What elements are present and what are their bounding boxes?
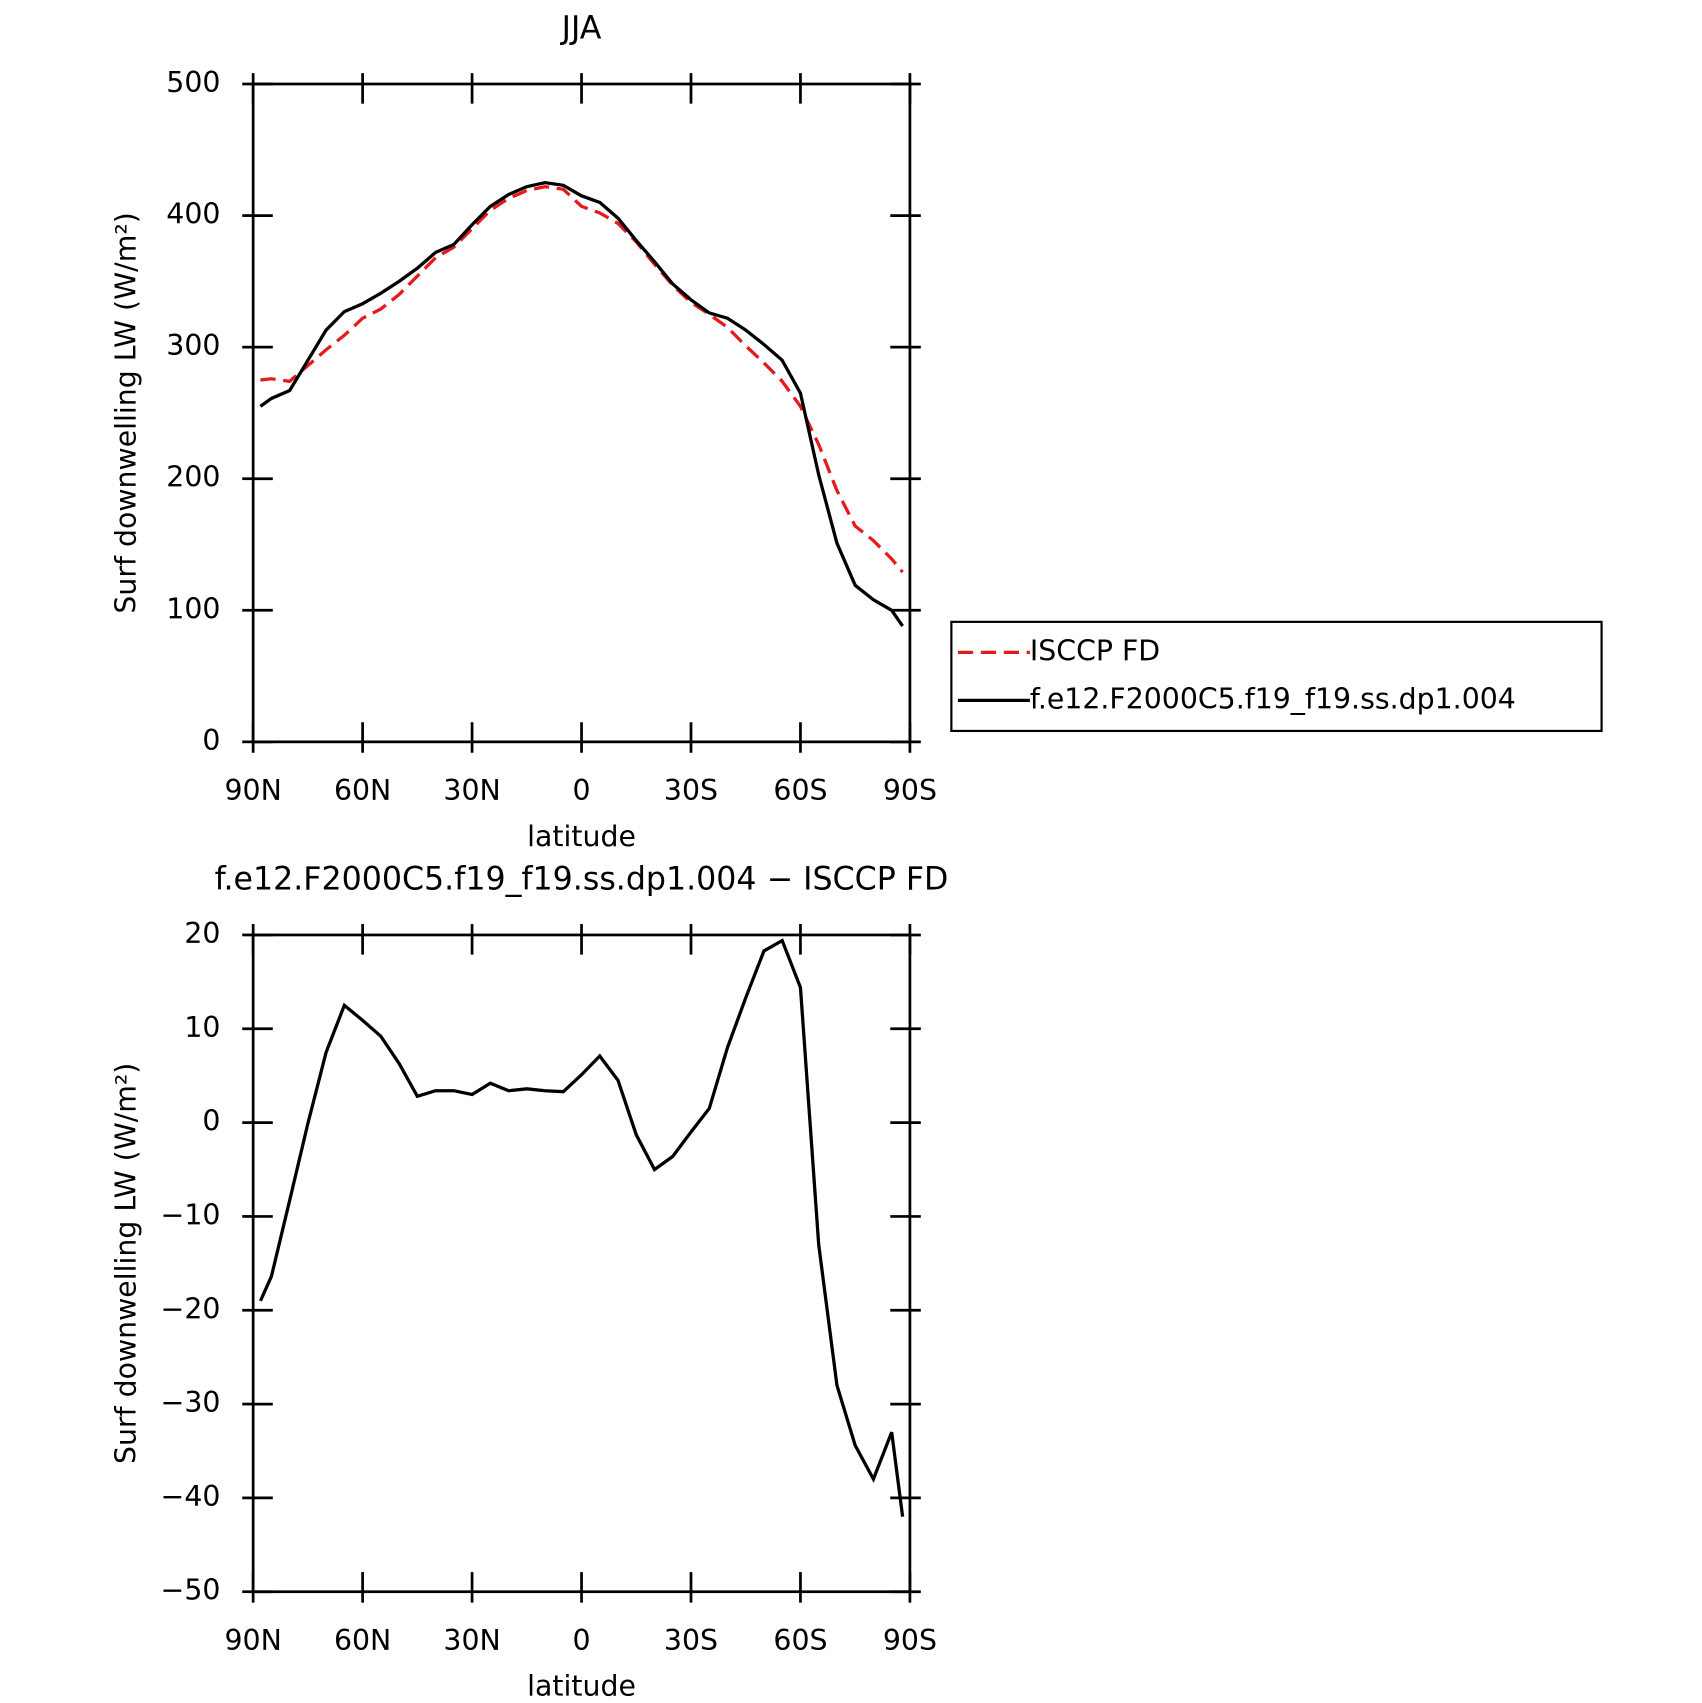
y-tick-label: −30 bbox=[161, 1386, 221, 1419]
x-tick-label: 60S bbox=[773, 774, 827, 807]
x-tick-label: 0 bbox=[573, 774, 591, 807]
legend-box bbox=[950, 620, 1603, 733]
y-tick-label: 10 bbox=[184, 1011, 220, 1044]
x-tick-label: 90N bbox=[224, 774, 281, 807]
y-tick-label: −50 bbox=[161, 1574, 221, 1607]
x-tick-label: 30S bbox=[664, 1624, 718, 1657]
data-line bbox=[258, 938, 905, 1517]
x-tick-label: 60S bbox=[773, 1624, 827, 1657]
x-axis-label: latitude bbox=[527, 820, 636, 853]
y-tick-label: 20 bbox=[184, 917, 220, 950]
x-tick-label: 90S bbox=[883, 774, 937, 807]
plot-frame bbox=[251, 933, 912, 1594]
x-tick-label: 30N bbox=[443, 774, 500, 807]
y-tick-label: 300 bbox=[166, 329, 220, 362]
legend-label: f.e12.F2000C5.f19_f19.ss.dp1.004 bbox=[1030, 682, 1516, 715]
y-tick-label: 200 bbox=[166, 461, 220, 494]
x-tick-label: 90N bbox=[224, 1624, 281, 1657]
y-tick-label: 500 bbox=[166, 66, 220, 99]
y-tick-label: −20 bbox=[161, 1292, 221, 1325]
y-tick-label: −10 bbox=[161, 1198, 221, 1231]
x-axis-label: latitude bbox=[527, 1670, 636, 1703]
y-tick-label: 0 bbox=[202, 1105, 220, 1138]
x-tick-label: 30N bbox=[443, 1624, 500, 1657]
chart-title: f.e12.F2000C5.f19_f19.ss.dp1.004 − ISCCP… bbox=[215, 861, 949, 897]
y-tick-label: 0 bbox=[202, 724, 220, 757]
legend-label: ISCCP FD bbox=[1030, 634, 1160, 667]
x-tick-label: 0 bbox=[573, 1624, 591, 1657]
y-tick-label: −40 bbox=[161, 1480, 221, 1513]
data-line bbox=[259, 181, 904, 628]
y-tick-label: 100 bbox=[166, 592, 220, 625]
plot-frame bbox=[251, 82, 912, 744]
x-tick-label: 30S bbox=[664, 774, 718, 807]
x-tick-label: 60N bbox=[334, 1624, 391, 1657]
x-tick-label: 90S bbox=[883, 1624, 937, 1657]
y-axis-label: Surf downwelling LW (W/m²) bbox=[110, 1063, 143, 1464]
data-line bbox=[260, 184, 904, 574]
y-tick-label: 400 bbox=[166, 198, 220, 231]
y-axis-label: Surf downwelling LW (W/m²) bbox=[110, 212, 143, 613]
chart-title: JJA bbox=[560, 10, 602, 46]
x-tick-label: 60N bbox=[334, 774, 391, 807]
